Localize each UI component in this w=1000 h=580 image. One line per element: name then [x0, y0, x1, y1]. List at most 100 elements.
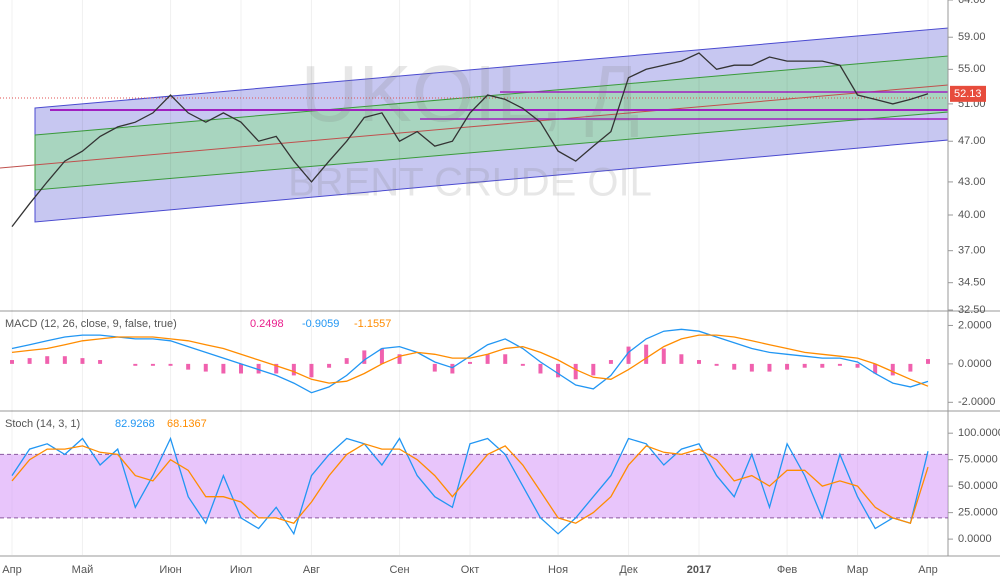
histogram-bar — [10, 360, 14, 364]
histogram-bar — [239, 363, 243, 374]
x-tick-label: Апр — [2, 564, 21, 576]
histogram-bar — [450, 363, 455, 374]
histogram-bar — [855, 363, 860, 368]
histogram-bar — [168, 363, 173, 366]
y-tick-label: 40.00 — [958, 209, 986, 221]
histogram-bar — [785, 363, 790, 370]
y-tick-label: 25.0000 — [958, 507, 998, 519]
x-tick-label: Ноя — [548, 564, 568, 576]
y-tick-label: 43.00 — [958, 176, 986, 188]
histogram-bar — [468, 361, 472, 364]
legend-value: -1.1557 — [354, 318, 391, 330]
y-tick-label: 100.0000 — [958, 427, 1000, 439]
x-tick-label: Апр — [918, 564, 937, 576]
x-tick-label: Май — [72, 564, 94, 576]
histogram-bar — [608, 360, 613, 364]
x-tick-label: Фев — [777, 564, 797, 576]
histogram-bar — [98, 360, 103, 364]
histogram-bar — [274, 363, 279, 374]
histogram-bar — [45, 356, 50, 364]
y-tick-label: 0.0000 — [958, 358, 992, 370]
stoch-band — [0, 454, 948, 518]
histogram-bar — [926, 359, 930, 364]
histogram-bar — [80, 358, 85, 364]
x-tick-label: Окт — [461, 564, 480, 576]
histogram-bar — [379, 348, 384, 364]
histogram-bar — [820, 363, 825, 368]
price-tag-bg — [950, 85, 986, 102]
watermark: UKOIL, Д — [301, 49, 640, 138]
histogram-bar — [890, 363, 895, 376]
trend-line — [0, 84, 949, 169]
histogram-bar — [503, 354, 508, 364]
y-tick-label: 0.0000 — [958, 533, 992, 545]
y-tick-label: 55.00 — [958, 63, 986, 75]
histogram-bar — [714, 363, 719, 366]
histogram-bar — [291, 363, 296, 376]
y-tick-label: -2.0000 — [958, 396, 995, 408]
series-line — [11, 52, 929, 227]
y-tick-label: 59.00 — [958, 31, 986, 43]
histogram-bar — [767, 363, 772, 372]
histogram-bar — [150, 363, 155, 366]
x-tick-label: 2017 — [687, 564, 711, 576]
y-tick-label: 64.00 — [958, 0, 986, 6]
x-tick-label: Сен — [389, 564, 409, 576]
histogram-bar — [626, 346, 631, 364]
legend-value: 0.2498 — [250, 318, 284, 330]
legend-value: 68.1367 — [167, 418, 207, 430]
histogram-bar — [133, 363, 138, 366]
price-tag: 52.13 — [954, 88, 982, 100]
legend-value: 82.9268 — [115, 418, 155, 430]
series-line — [11, 328, 929, 394]
y-tick-label: 32.50 — [958, 304, 986, 316]
y-tick-label: 37.00 — [958, 245, 986, 257]
histogram-bar — [749, 363, 754, 372]
histogram-bar — [679, 354, 684, 364]
histogram-bar — [432, 363, 437, 372]
histogram-bar — [344, 358, 349, 364]
histogram-bar — [397, 354, 402, 364]
histogram-bar — [732, 363, 737, 370]
series-line — [11, 443, 929, 525]
y-tick-label: 75.0000 — [958, 454, 998, 466]
histogram-bar — [644, 344, 649, 364]
x-tick-label: Дек — [619, 564, 638, 576]
x-tick-label: Авг — [303, 564, 320, 576]
histogram-bar — [908, 363, 913, 372]
histogram-bar — [538, 363, 543, 374]
series-line — [11, 334, 929, 387]
y-tick-label: 34.50 — [958, 277, 986, 289]
histogram-bar — [27, 358, 32, 364]
histogram-bar — [556, 363, 561, 378]
histogram-bar — [221, 363, 226, 374]
histogram-bar — [520, 363, 525, 366]
y-tick-label: 47.00 — [958, 135, 986, 147]
histogram-bar — [186, 363, 191, 370]
histogram-bar — [573, 363, 578, 380]
histogram-bar — [837, 363, 842, 366]
histogram-bar — [697, 360, 701, 364]
series-line — [11, 436, 929, 536]
y-tick-label: 2.0000 — [958, 319, 992, 331]
histogram-bar — [309, 363, 314, 378]
x-tick-label: Июл — [230, 564, 252, 576]
histogram-bar — [485, 354, 490, 364]
histogram-bar — [591, 363, 596, 376]
histogram-bar — [802, 363, 807, 368]
histogram-bar — [256, 363, 261, 374]
histogram-bar — [873, 363, 878, 374]
histogram-bar — [362, 350, 367, 364]
legend-value: -0.9059 — [302, 318, 339, 330]
stoch-title: Stoch (14, 3, 1) — [5, 418, 80, 430]
macd-title: MACD (12, 26, close, 9, false, true) — [5, 318, 177, 330]
x-tick-label: Июн — [159, 564, 181, 576]
histogram-bar — [62, 356, 67, 364]
histogram-bar — [661, 348, 666, 364]
y-tick-label: 50.0000 — [958, 480, 998, 492]
watermark-sub: BRENT CRUDE OIL — [288, 161, 652, 205]
histogram-bar — [327, 363, 332, 368]
histogram-bar — [203, 363, 208, 372]
